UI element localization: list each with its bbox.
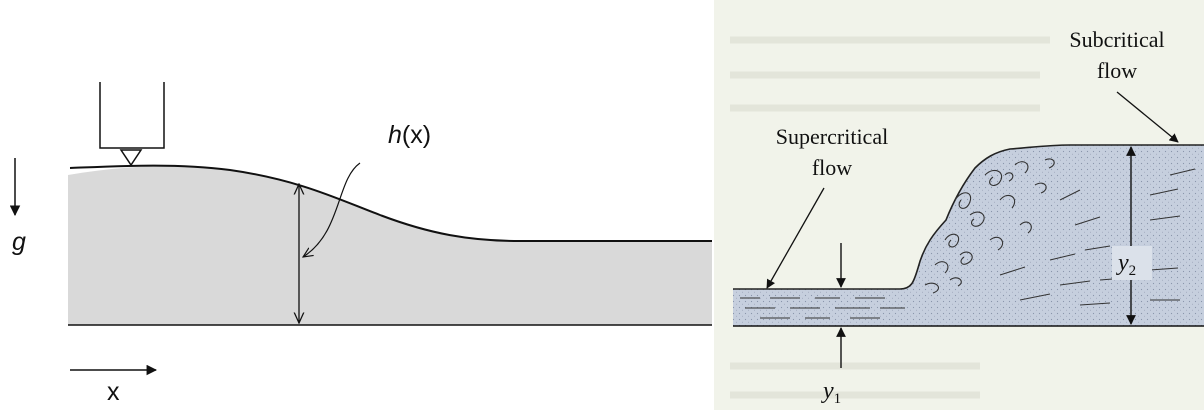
fluid-region-left (68, 166, 712, 325)
jump-free-surface (733, 144, 1204, 290)
supercritical-pointer (766, 187, 825, 289)
subcritical-pointer (1116, 91, 1179, 143)
free-surface-curve (69, 164, 712, 242)
y1-label-y: y (821, 378, 834, 404)
fluid-region-jump (733, 145, 1204, 326)
bleed-through-texture (730, 36, 1050, 399)
height-label-x: (x) (402, 121, 431, 149)
y2-label-y: y (1116, 250, 1129, 276)
jump-roller-turbulence (924, 158, 1055, 294)
y2-label-sub: 2 (1129, 263, 1137, 279)
y2-label-background (1112, 246, 1152, 280)
free-surface-marker-icon (119, 149, 143, 167)
x-axis-label: x (107, 378, 120, 406)
y1-label-sub: 1 (834, 391, 842, 407)
y2-label: y2 (1116, 250, 1136, 279)
flow-streaks (740, 168, 1196, 319)
left-panel: g h(x) x (9, 82, 712, 406)
subcritical-label-line2: flow (1097, 58, 1137, 83)
height-label-h: h (388, 121, 402, 149)
height-label-leader (303, 162, 361, 257)
supercritical-label-line1: Supercritical (776, 124, 888, 149)
inlet-nozzle (99, 82, 165, 149)
subcritical-label-line1: Subcritical (1069, 27, 1164, 52)
supercritical-label-line2: flow (812, 155, 852, 180)
height-label: h(x) (388, 121, 431, 149)
right-panel: y2 y1 Supercritical flow Subcritical flo… (714, 0, 1204, 410)
y1-label: y1 (821, 378, 841, 407)
gravity-label: g (12, 228, 26, 256)
